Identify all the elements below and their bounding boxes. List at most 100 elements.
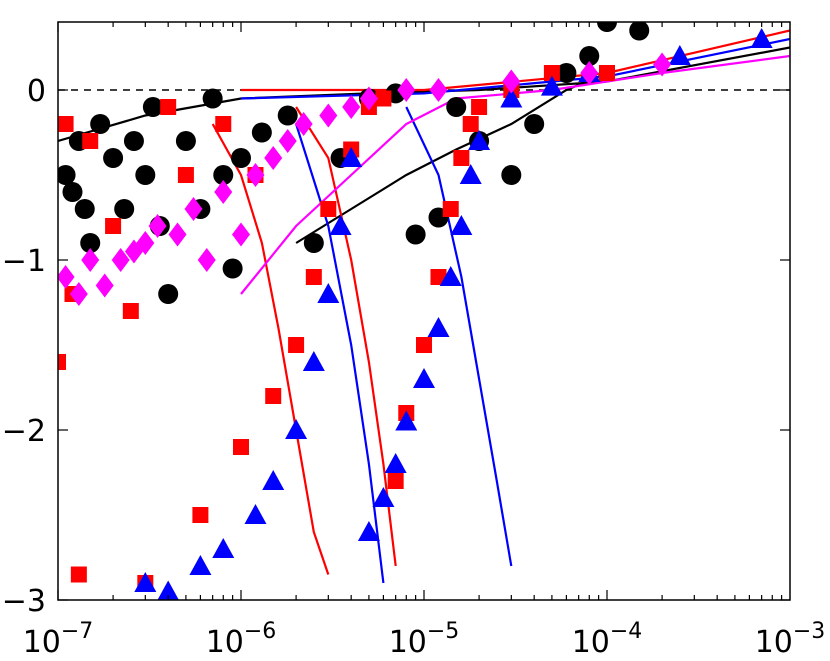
- point-diamond-0: [58, 265, 75, 289]
- point-circle-12: [158, 284, 179, 304]
- point-diamond-19: [359, 86, 378, 111]
- point-square-25: [442, 201, 459, 217]
- point-triangle-5: [262, 470, 285, 490]
- point-diamond-8: [168, 222, 187, 247]
- point-triangle-3: [212, 538, 235, 558]
- point-square-31: [599, 65, 615, 81]
- point-square-0: [58, 354, 66, 370]
- point-diamond-6: [136, 231, 155, 255]
- point-triangle-2: [189, 555, 212, 575]
- point-diamond-24: [653, 52, 672, 77]
- curve-line-2: [211, 123, 330, 575]
- point-circle-19: [251, 122, 272, 143]
- point-diamond-22: [502, 69, 521, 94]
- point-triangle-16: [427, 317, 450, 337]
- point-square-12: [233, 439, 249, 455]
- point-triangle-14: [395, 410, 418, 431]
- x-tick-exponent: −6: [244, 619, 276, 644]
- point-square-28: [471, 99, 488, 115]
- point-circle-16: [213, 165, 234, 185]
- point-circle-18: [231, 148, 251, 168]
- x-tick-label-0: 10−7: [23, 619, 94, 660]
- point-circle-3: [74, 199, 95, 219]
- point-circle-10: [142, 97, 163, 117]
- x-tick-base: 10: [206, 625, 244, 660]
- point-diamond-13: [246, 163, 265, 187]
- point-diamond-11: [214, 180, 233, 204]
- point-triangle-9: [329, 215, 352, 235]
- point-triangle-21: [500, 87, 523, 108]
- curve-line-8: [240, 54, 790, 295]
- point-square-17: [320, 201, 337, 217]
- point-square-5: [105, 218, 122, 234]
- y-tick-label-1: −1: [2, 244, 46, 279]
- point-square-1: [58, 116, 74, 132]
- point-circle-25: [405, 224, 426, 245]
- point-circle-27: [446, 97, 467, 117]
- point-circle-31: [556, 63, 577, 83]
- point-triangle-20: [468, 130, 491, 150]
- point-square-27: [462, 116, 479, 132]
- series-triangle: [134, 28, 773, 600]
- point-diamond-16: [294, 112, 313, 136]
- point-triangle-24: [668, 45, 691, 65]
- point-diamond-2: [81, 248, 100, 272]
- point-circle-9: [135, 165, 156, 185]
- point-triangle-17: [439, 266, 462, 286]
- point-triangle-22: [540, 75, 563, 96]
- point-square-16: [305, 269, 322, 285]
- point-triangle-19: [459, 164, 482, 184]
- point-square-24: [430, 269, 447, 285]
- point-square-21: [387, 473, 404, 489]
- point-square-26: [453, 150, 470, 166]
- point-diamond-4: [111, 248, 130, 272]
- x-tick-exponent: −4: [610, 619, 642, 644]
- y-tick-label-3: −3: [2, 584, 46, 619]
- point-diamond-15: [278, 129, 297, 153]
- point-square-23: [416, 337, 432, 353]
- point-diamond-9: [184, 197, 203, 221]
- point-circle-4: [80, 233, 101, 253]
- point-square-6: [122, 303, 139, 319]
- point-diamond-7: [148, 214, 167, 238]
- point-square-3: [70, 566, 87, 583]
- point-triangle-1: [157, 580, 179, 600]
- x-tick-exponent: −3: [793, 619, 825, 644]
- point-triangle-18: [450, 215, 473, 235]
- point-square-14: [265, 388, 282, 404]
- x-tick-base: 10: [572, 625, 610, 660]
- x-tick-exponent: −5: [427, 619, 459, 644]
- point-square-9: [177, 167, 194, 183]
- point-diamond-23: [580, 61, 599, 85]
- point-triangle-25: [750, 28, 773, 48]
- x-tick-base: 10: [389, 625, 427, 660]
- point-square-10: [192, 507, 209, 523]
- point-circle-15: [202, 88, 223, 109]
- point-square-15: [288, 337, 305, 353]
- point-triangle-0: [134, 572, 157, 592]
- point-triangle-13: [384, 453, 407, 473]
- point-diamond-3: [95, 273, 114, 298]
- curve-line-3: [295, 106, 397, 567]
- point-circle-13: [175, 131, 196, 151]
- point-square-11: [215, 116, 232, 132]
- plot-area: [58, 22, 790, 600]
- point-circle-29: [501, 165, 522, 185]
- point-triangle-6: [285, 419, 308, 439]
- point-circle-32: [579, 46, 600, 66]
- axes: 10−7 10−6 10−5 10−4 10−30−1−2−3: [2, 21, 825, 660]
- point-circle-30: [524, 114, 545, 134]
- point-circle-7: [114, 199, 135, 219]
- x-tick-label-1: 10−6: [206, 619, 277, 660]
- point-diamond-10: [197, 248, 216, 272]
- point-circle-21: [303, 233, 324, 253]
- point-circle-1: [62, 182, 83, 202]
- point-diamond-20: [397, 78, 416, 102]
- point-diamond-14: [264, 146, 283, 170]
- point-circle-8: [123, 131, 144, 151]
- point-diamond-18: [342, 95, 361, 119]
- y-tick-label-2: −2: [2, 414, 46, 449]
- series-group: [58, 22, 790, 600]
- x-tick-label-3: 10−4: [572, 619, 643, 660]
- point-diamond-21: [429, 78, 448, 102]
